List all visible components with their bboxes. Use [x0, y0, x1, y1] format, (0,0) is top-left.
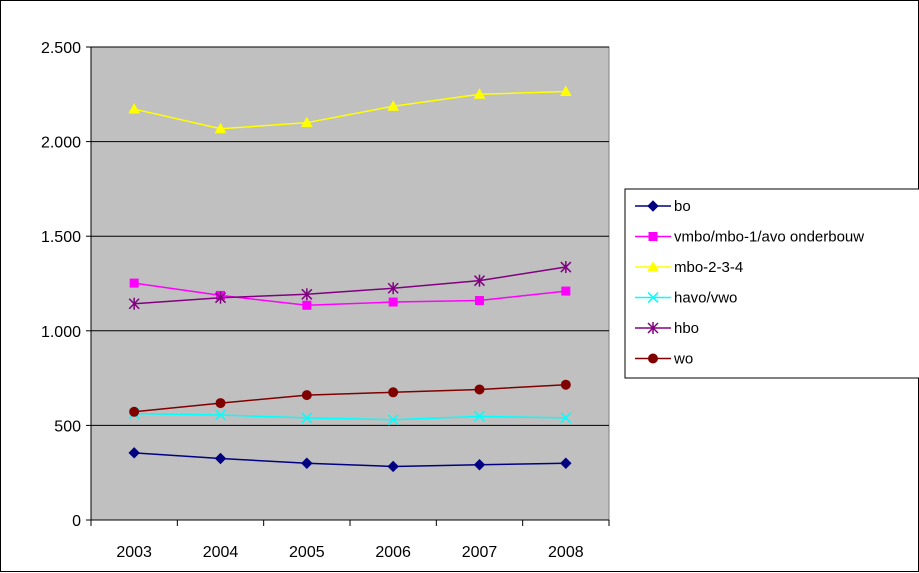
legend-item: mbo-2-3-4: [635, 259, 743, 276]
data-point: [560, 261, 572, 274]
data-point: [560, 379, 571, 390]
legend-item: hbo: [635, 320, 699, 337]
data-point: [559, 85, 572, 96]
y-tick-label: 1.000: [41, 324, 81, 341]
series-mbo-2-3-4: [128, 85, 572, 134]
data-point: [473, 88, 486, 99]
marker-stroke: [473, 410, 486, 422]
x-tick-label: 2006: [375, 544, 411, 561]
legend-item: wo: [635, 351, 693, 368]
data-point: [474, 384, 485, 395]
data-point: [387, 100, 400, 111]
data-point: [302, 300, 312, 310]
series-line: [134, 383, 566, 413]
series-wo: [129, 379, 571, 417]
series-line: [134, 452, 566, 468]
legend-item: bo: [635, 198, 691, 215]
data-point: [128, 297, 140, 310]
data-point: [214, 409, 227, 421]
data-point: [301, 412, 313, 424]
y-tick-label: 0: [72, 513, 81, 530]
x-tick-label: 2003: [116, 544, 152, 561]
legend-label: hbo: [674, 320, 699, 337]
marker-stroke: [647, 291, 659, 304]
marker-stroke: [214, 409, 227, 421]
data-point: [387, 460, 399, 473]
data-point: [388, 387, 399, 398]
data-point: [473, 274, 486, 287]
y-tick-label: 2.500: [41, 40, 81, 57]
data-point: [560, 412, 572, 424]
legend-box: [624, 188, 919, 379]
series-layer: [128, 85, 572, 473]
legend-label: havo/vwo: [674, 290, 737, 307]
y-tick-label: 500: [54, 418, 81, 435]
marker-stroke: [560, 412, 572, 424]
legend-marker: [648, 353, 658, 364]
legend-label: bo: [674, 198, 691, 215]
data-point: [387, 282, 399, 295]
data-point: [129, 406, 140, 417]
legend-marker: [647, 200, 659, 212]
series-bo: [128, 447, 572, 473]
legend-label: vmbo/mbo-1/avo onderbouw: [674, 229, 864, 246]
data-point: [560, 457, 572, 469]
x-tick-label: 2005: [289, 544, 325, 561]
data-point: [561, 286, 571, 296]
legend-marker: [647, 322, 659, 334]
data-point: [215, 398, 226, 409]
legend-marker: [648, 232, 658, 241]
data-point: [388, 297, 398, 307]
legend-label: wo: [673, 351, 693, 368]
marker-stroke: [301, 412, 313, 424]
series-line: [134, 90, 566, 130]
data-point: [387, 414, 399, 426]
data-point: [128, 447, 140, 459]
gridlines: [91, 46, 609, 426]
data-point: [214, 291, 227, 304]
series-havo-vwo: [128, 408, 572, 426]
y-tick-label: 1.500: [41, 229, 81, 246]
x-tick-label: 2007: [462, 544, 498, 561]
data-point: [301, 390, 312, 401]
series-line: [134, 412, 566, 421]
data-point: [301, 288, 313, 301]
data-point: [214, 122, 227, 134]
legend-label: mbo-2-3-4: [674, 259, 743, 276]
legend-item: havo/vwo: [635, 290, 737, 307]
series-hbo: [128, 261, 572, 310]
x-tick-label: 2004: [203, 544, 239, 561]
y-tick-label: 2.000: [41, 135, 81, 152]
legend-marker: [647, 291, 659, 304]
data-point: [301, 457, 313, 469]
x-tick-label: 2008: [548, 544, 584, 561]
data-point: [473, 410, 486, 422]
data-point: [214, 452, 227, 465]
data-point: [300, 116, 313, 128]
plot-area: [90, 46, 610, 521]
legend-marker: [647, 260, 659, 272]
legend-item: vmbo/mbo-1/avo onderbouw: [635, 229, 864, 246]
marker-stroke: [387, 414, 399, 426]
data-point: [128, 103, 141, 114]
legend: bo vmbo/mbo-1/avo onderbouw mbo-2-3-4 havo/…: [624, 188, 919, 379]
data-point: [473, 459, 486, 471]
data-point: [129, 278, 139, 288]
series-line: [134, 282, 566, 307]
series-line: [134, 266, 566, 305]
axes: 0 500 1.000 1.500 2.000 2.500 2003 2004 2005 2006…: [41, 40, 610, 561]
data-point: [475, 296, 484, 306]
